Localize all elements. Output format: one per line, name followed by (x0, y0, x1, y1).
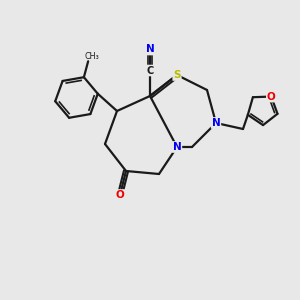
Text: S: S (173, 70, 181, 80)
Text: CH₃: CH₃ (84, 52, 99, 61)
Text: N: N (146, 44, 154, 55)
Text: O: O (116, 190, 124, 200)
Text: N: N (172, 142, 182, 152)
Text: N: N (212, 118, 220, 128)
Text: C: C (146, 65, 154, 76)
Text: O: O (267, 92, 276, 102)
